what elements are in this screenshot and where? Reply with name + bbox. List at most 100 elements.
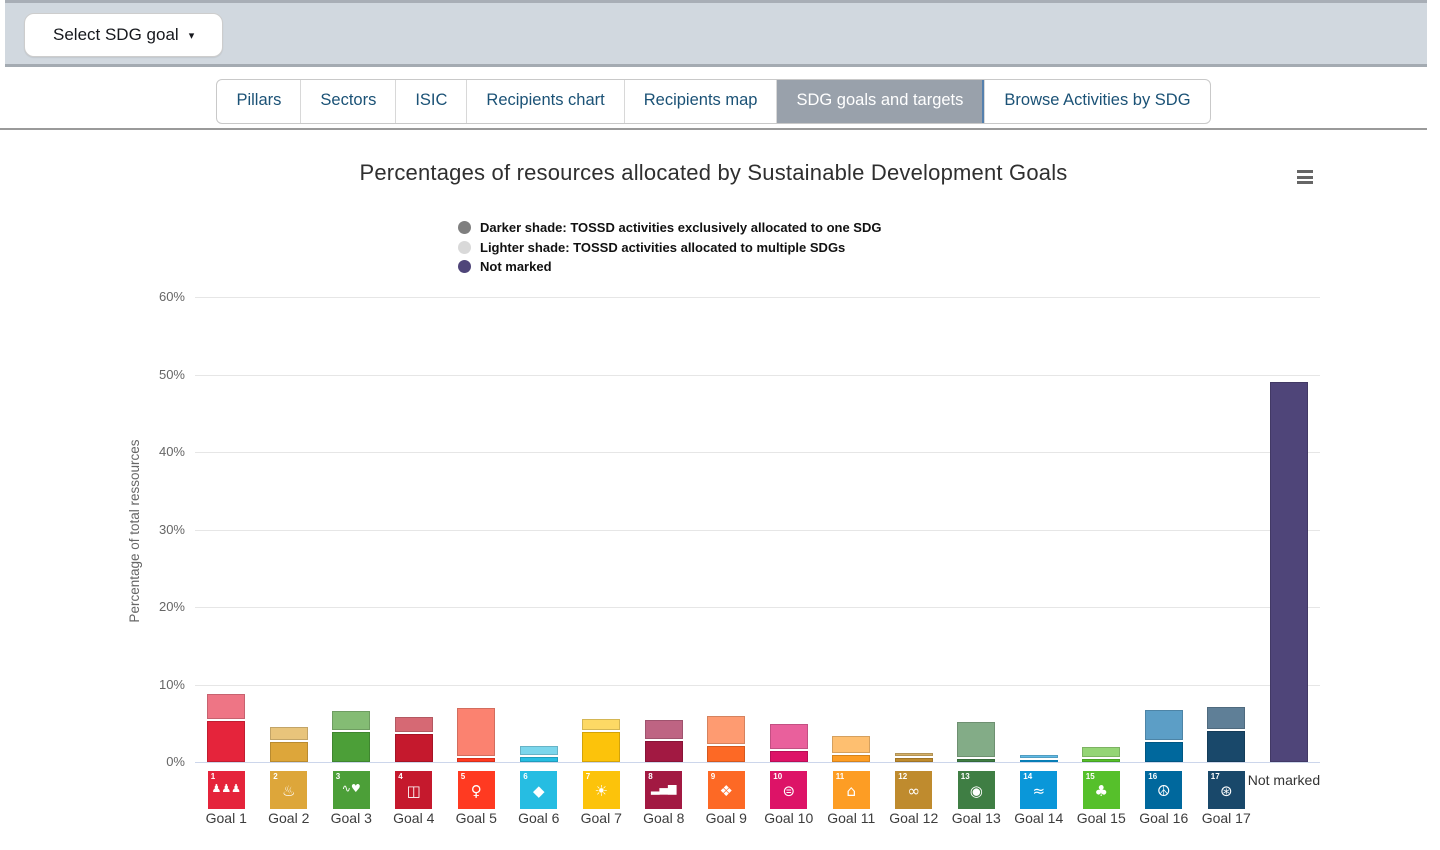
tab-browse-activities-by-sdg[interactable]: Browse Activities by SDG (984, 80, 1209, 123)
sdg2-food-bowl-icon: 2 ♨ (270, 771, 308, 809)
sdg-number: 11 (835, 772, 845, 781)
sdg-number: 4 (398, 772, 403, 781)
x-label-goal-10: Goal 10 (764, 810, 814, 826)
chart-legend: Darker shade: TOSSD activities exclusive… (458, 218, 881, 277)
legend-item-label: Not marked (480, 259, 552, 275)
bar-goal-1-darker[interactable] (207, 720, 246, 762)
bar-goal-3-darker[interactable] (332, 731, 371, 762)
bar-goal-10-lighter[interactable] (769, 724, 808, 750)
tab-group: Pillars Sectors ISIC Recipients chart Recipi… (216, 79, 1211, 124)
bar-goal-7-darker[interactable] (582, 731, 621, 762)
bar-goal-9-darker[interactable] (707, 745, 746, 762)
y-tick-30%: 30% (158, 521, 185, 537)
sdg-number: 6 (523, 772, 528, 781)
bar-goal-13-lighter[interactable] (957, 722, 996, 757)
sdg14-fish-waves-icon: ≈ (1032, 782, 1046, 800)
sdg-number: 10 (773, 772, 783, 781)
bar-goal-3-lighter[interactable] (332, 711, 371, 730)
chart-title: Percentages of resources allocated by Su… (359, 160, 1068, 185)
x-label-goal-7: Goal 7 (580, 810, 622, 826)
bar-goal-4-darker[interactable] (394, 734, 433, 762)
sdg13-climate-eye-icon: 13 ◉ (957, 771, 995, 809)
sdg8-growth-chart-icon: ▂▄▆ (651, 782, 677, 795)
bar-goal-6-lighter[interactable] (519, 746, 558, 756)
bar-goal-5-lighter[interactable] (457, 708, 496, 757)
legend-item-2[interactable]: Not marked (458, 257, 881, 277)
tab-sectors[interactable]: Sectors (300, 80, 395, 123)
bar-goal-16-darker[interactable] (1144, 741, 1183, 762)
y-tick-40%: 40% (158, 444, 185, 459)
header-divider (0, 128, 1427, 130)
bar-goal-11-darker[interactable] (832, 755, 871, 762)
x-label-goal-6: Goal 6 (518, 810, 560, 826)
x-label-goal-13: Goal 13 (951, 810, 1001, 826)
legend-dot-icon (458, 260, 471, 274)
sdg3-heartbeat-icon: 3 ∿♥ (332, 771, 370, 809)
bar-goal-5-darker[interactable] (457, 758, 496, 762)
y-tick-50%: 50% (158, 366, 185, 382)
sdg-number: 8 (648, 772, 653, 781)
bar-goal-12-lighter[interactable] (894, 753, 933, 757)
x-axis-line (195, 762, 1320, 763)
tab-pillars[interactable]: Pillars (236, 91, 282, 109)
bar-goal-15-darker[interactable] (1082, 758, 1121, 762)
sdg-number: 1 (210, 772, 216, 781)
sdg1-people-icon: ♟♟♟ (211, 782, 242, 795)
legend-item-0[interactable]: Darker shade: TOSSD activities exclusive… (458, 218, 881, 238)
x-label-goal-11: Goal 11 (827, 810, 876, 826)
bar-goal-8-lighter[interactable] (644, 720, 683, 740)
legend-item-1[interactable]: Lighter shade: TOSSD activities allocate… (458, 238, 881, 258)
sdg5-gender-icon: ♀ (470, 782, 482, 800)
sdg7-sun-energy-icon: ☀ (594, 782, 608, 800)
sdg-number: 13 (960, 772, 970, 781)
bar-not-marked[interactable] (1269, 382, 1308, 762)
bar-goal-13-darker[interactable] (957, 758, 996, 762)
bar-goal-8-darker[interactable] (644, 741, 683, 762)
tab-recipients-map[interactable]: Recipients map (623, 80, 777, 123)
x-label-goal-15: Goal 15 (1076, 810, 1126, 826)
sdg-number: 3 (335, 772, 341, 781)
tab-sdg-goals-and-targets[interactable]: SDG goals and targets (776, 80, 985, 123)
top-toolbar: Select SDG goal ▾ (5, 0, 1427, 67)
sdg9-industry-icon: ❖ (719, 782, 733, 800)
bar-goal-14-lighter[interactable] (1019, 755, 1058, 758)
sdg-number: 9 (710, 772, 716, 781)
legend-item-label: Lighter shade: TOSSD activities allocate… (480, 239, 846, 255)
scrollbar-track[interactable] (1427, 0, 1440, 850)
x-label-goal-2: Goal 2 (268, 810, 310, 826)
tab-recipients-chart[interactable]: Recipients chart (466, 80, 623, 123)
sdg11-city-icon: ⌂ (846, 782, 857, 800)
bar-goal-7-lighter[interactable] (582, 718, 621, 730)
bar-goal-11-lighter[interactable] (832, 735, 871, 754)
bar-goal-16-lighter[interactable] (1144, 709, 1183, 740)
select-sdg-goal-label: Select SDG goal (53, 25, 179, 44)
sdg-number: 2 (273, 772, 278, 781)
bar-goal-15-lighter[interactable] (1082, 746, 1121, 757)
bar-goal-2-lighter[interactable] (269, 726, 308, 740)
bar-goal-4-lighter[interactable] (394, 717, 433, 733)
legend-dot-icon (458, 221, 471, 235)
bar-goal-6-darker[interactable] (519, 757, 558, 762)
tab-isic[interactable]: ISIC (395, 80, 466, 123)
select-sdg-goal-button[interactable]: Select SDG goal ▾ (24, 13, 224, 57)
bar-goal-12-darker[interactable] (894, 758, 933, 762)
sdg8-growth-chart-icon: 8 ▂▄▆ (645, 771, 683, 809)
legend-dot-icon (458, 240, 471, 254)
bar-goal-17-darker[interactable] (1207, 731, 1246, 762)
bar-goal-1-lighter[interactable] (207, 694, 246, 719)
x-label-not-marked: Not marked (1247, 772, 1321, 788)
sdg11-city-icon: 11 ⌂ (832, 771, 870, 809)
sdg6-water-drop-icon: ◆ (532, 782, 545, 800)
chart-menu-hamburger-icon[interactable] (1294, 170, 1316, 190)
sdg16-peace-dove-icon: ☮ (1157, 782, 1171, 800)
bar-goal-14-darker[interactable] (1019, 759, 1058, 762)
bar-goal-17-lighter[interactable] (1207, 706, 1246, 729)
sdg12-infinity-icon: 12 ∞ (895, 771, 933, 809)
bar-goal-2-darker[interactable] (269, 741, 308, 762)
y-tick-10%: 10% (158, 676, 185, 692)
sdg15-tree-icon: 15 ♣ (1082, 771, 1120, 809)
bar-goal-9-lighter[interactable] (707, 715, 746, 744)
sdg17-partnership-icon: 17 ⊛ (1207, 771, 1245, 809)
bar-goal-10-darker[interactable] (769, 751, 808, 762)
